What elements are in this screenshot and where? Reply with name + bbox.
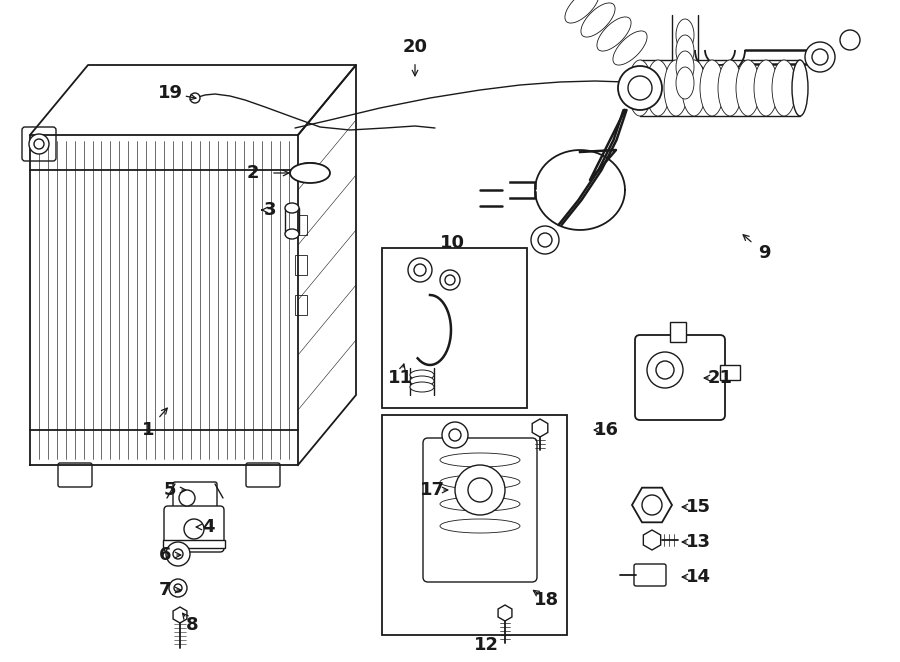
Text: 11: 11 — [388, 369, 412, 387]
Circle shape — [538, 233, 552, 247]
Text: 4: 4 — [202, 518, 214, 536]
Circle shape — [29, 134, 49, 154]
Bar — [295, 295, 307, 315]
Text: 3: 3 — [264, 201, 276, 219]
Circle shape — [812, 49, 828, 65]
FancyBboxPatch shape — [22, 127, 56, 161]
FancyBboxPatch shape — [635, 335, 725, 420]
Ellipse shape — [646, 60, 670, 116]
Bar — [295, 215, 307, 235]
Text: 8: 8 — [185, 616, 198, 634]
Ellipse shape — [664, 60, 688, 116]
Text: 7: 7 — [158, 581, 171, 599]
Ellipse shape — [613, 31, 647, 65]
Circle shape — [647, 352, 683, 388]
Ellipse shape — [676, 51, 694, 83]
Circle shape — [805, 42, 835, 72]
Circle shape — [190, 93, 200, 103]
Circle shape — [445, 275, 455, 285]
Ellipse shape — [285, 229, 299, 239]
FancyBboxPatch shape — [58, 463, 92, 487]
Text: 20: 20 — [402, 38, 428, 56]
Ellipse shape — [718, 60, 742, 116]
Ellipse shape — [676, 35, 694, 67]
Text: 2: 2 — [247, 164, 259, 182]
Circle shape — [414, 264, 426, 276]
Ellipse shape — [736, 60, 760, 116]
Bar — [285, 208, 299, 234]
Circle shape — [442, 422, 468, 448]
Ellipse shape — [676, 19, 694, 51]
Text: 12: 12 — [473, 636, 499, 654]
Text: 9: 9 — [758, 244, 770, 262]
FancyBboxPatch shape — [173, 482, 217, 514]
Ellipse shape — [772, 60, 796, 116]
Text: 18: 18 — [535, 591, 560, 609]
Circle shape — [169, 579, 187, 597]
Text: 21: 21 — [707, 369, 733, 387]
Circle shape — [34, 139, 44, 149]
Text: 6: 6 — [158, 546, 171, 564]
Text: 10: 10 — [439, 234, 464, 252]
Ellipse shape — [754, 60, 778, 116]
Text: 5: 5 — [164, 481, 176, 499]
Text: 17: 17 — [419, 481, 445, 499]
Ellipse shape — [410, 382, 434, 392]
FancyBboxPatch shape — [634, 564, 666, 586]
Bar — [382, 248, 527, 408]
Ellipse shape — [410, 376, 434, 386]
Bar — [295, 255, 307, 275]
Bar — [720, 365, 740, 380]
Circle shape — [440, 270, 460, 290]
Ellipse shape — [565, 0, 599, 23]
Ellipse shape — [410, 370, 434, 380]
Circle shape — [184, 519, 204, 539]
Ellipse shape — [628, 60, 652, 116]
Text: 14: 14 — [686, 568, 710, 586]
Circle shape — [174, 584, 182, 592]
Bar — [430, 445, 530, 575]
Ellipse shape — [676, 67, 694, 99]
Circle shape — [449, 429, 461, 441]
Circle shape — [468, 478, 492, 502]
Text: 16: 16 — [593, 421, 618, 439]
FancyBboxPatch shape — [164, 506, 224, 552]
Text: 13: 13 — [686, 533, 710, 551]
Ellipse shape — [700, 60, 724, 116]
Circle shape — [656, 361, 674, 379]
FancyBboxPatch shape — [246, 463, 280, 487]
Circle shape — [531, 226, 559, 254]
Text: 1: 1 — [142, 421, 154, 439]
Ellipse shape — [408, 258, 432, 282]
Ellipse shape — [580, 3, 615, 37]
Circle shape — [173, 549, 183, 559]
Ellipse shape — [290, 163, 330, 183]
Circle shape — [455, 465, 505, 515]
Circle shape — [642, 495, 662, 515]
Bar — [163, 540, 225, 548]
Ellipse shape — [682, 60, 706, 116]
Circle shape — [628, 76, 652, 100]
Bar — [382, 415, 567, 635]
Circle shape — [166, 542, 190, 566]
Text: 15: 15 — [686, 498, 710, 516]
Ellipse shape — [792, 60, 808, 116]
Ellipse shape — [285, 203, 299, 213]
Text: 19: 19 — [158, 84, 183, 102]
Circle shape — [618, 66, 662, 110]
Circle shape — [840, 30, 860, 50]
Ellipse shape — [597, 17, 631, 51]
Circle shape — [179, 490, 195, 506]
FancyBboxPatch shape — [423, 438, 537, 582]
Bar — [670, 322, 686, 342]
